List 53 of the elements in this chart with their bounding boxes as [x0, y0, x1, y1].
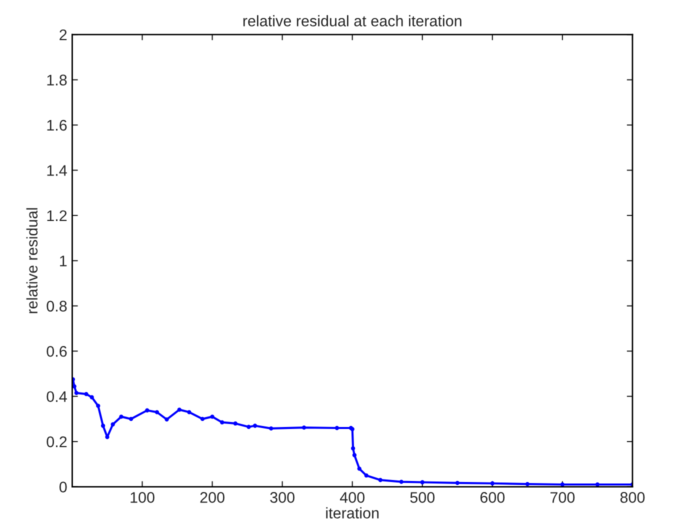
- y-tick-label: 0.2: [46, 436, 67, 448]
- point: [110, 422, 115, 426]
- y-tick-label: 1.4: [47, 165, 67, 176]
- point: [84, 392, 88, 396]
- y-tick-label: 1.6: [47, 120, 67, 131]
- point: [164, 417, 169, 422]
- y-tick-label: 0.6: [46, 346, 67, 357]
- point: [302, 425, 306, 430]
- y-tick-label: 1: [60, 256, 67, 266]
- point: [200, 416, 205, 422]
- point: [378, 478, 382, 482]
- point: [100, 424, 106, 428]
- x-tick-label: 100: [130, 492, 154, 503]
- x-tick-label: 500: [410, 492, 435, 503]
- x-tick-label: 200: [200, 492, 224, 503]
- point: [154, 410, 160, 414]
- point: [420, 480, 424, 484]
- point: [90, 395, 94, 400]
- chart-title: relative residual at each iteration: [243, 15, 462, 26]
- point: [455, 480, 460, 486]
- point: [177, 408, 182, 412]
- point: [352, 453, 357, 458]
- y-tick-label: 0: [59, 482, 67, 492]
- point: [350, 446, 356, 450]
- x-tick-label: 400: [340, 492, 364, 503]
- y-tick-label: 2: [60, 29, 67, 40]
- point: [145, 408, 150, 412]
- point: [334, 426, 340, 430]
- y-tick-label: 0.4: [46, 391, 67, 402]
- point: [128, 416, 134, 422]
- point: [220, 420, 224, 424]
- point: [233, 421, 238, 426]
- point: [269, 426, 274, 431]
- point: [187, 410, 192, 414]
- point: [210, 414, 214, 419]
- point: [357, 466, 362, 471]
- y-tick-label: 0.8: [46, 300, 67, 312]
- point: [364, 473, 368, 478]
- x-tick-label: 700: [550, 492, 575, 503]
- y-tick-label: 1.2: [47, 210, 67, 221]
- x-tick-label: 600: [480, 492, 505, 503]
- y-tick-label: 1.8: [47, 74, 67, 86]
- x-tick-label: 800: [620, 492, 645, 503]
- point: [525, 482, 530, 486]
- point: [96, 404, 100, 408]
- point: [74, 390, 79, 396]
- y-axis-title: relative residual: [26, 208, 38, 314]
- x-axis-title: iteration: [326, 507, 379, 518]
- point: [252, 424, 258, 428]
- x-tick-label: 300: [270, 492, 294, 503]
- point: [399, 480, 404, 484]
- point: [246, 424, 251, 429]
- point: [119, 414, 124, 419]
